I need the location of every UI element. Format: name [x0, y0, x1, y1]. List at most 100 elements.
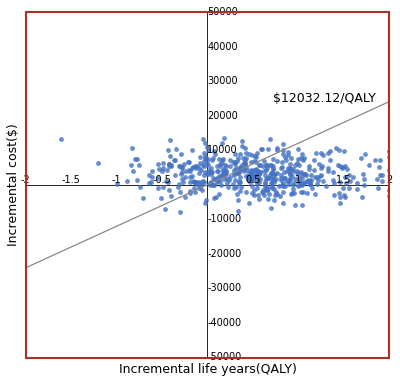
Point	[296, 182, 303, 188]
Point	[280, 180, 286, 186]
Point	[216, 161, 223, 167]
Point	[288, 155, 294, 161]
Point	[245, 176, 252, 182]
Point	[266, 172, 273, 178]
Point	[268, 205, 274, 211]
Point	[284, 178, 290, 184]
Point	[307, 181, 314, 187]
Point	[277, 193, 284, 199]
Point	[207, 182, 214, 188]
Point	[269, 166, 276, 172]
Point	[261, 158, 267, 164]
Point	[262, 186, 269, 192]
Point	[289, 186, 296, 192]
Point	[300, 189, 306, 195]
Point	[236, 180, 242, 187]
Point	[386, 193, 392, 199]
Point	[323, 183, 329, 189]
Point	[340, 192, 347, 198]
Point	[296, 175, 302, 181]
Point	[337, 200, 344, 206]
Point	[221, 176, 228, 182]
Point	[268, 185, 275, 191]
Point	[230, 159, 236, 165]
Point	[249, 183, 255, 189]
Point	[312, 191, 318, 197]
Point	[258, 146, 264, 152]
Point	[216, 191, 222, 197]
Point	[257, 175, 263, 182]
Point	[325, 164, 331, 170]
Point	[280, 147, 286, 153]
Point	[178, 151, 184, 157]
Point	[307, 172, 314, 178]
Point	[238, 184, 244, 190]
Point	[130, 168, 136, 174]
Point	[192, 163, 198, 169]
Point	[166, 164, 172, 170]
Point	[160, 160, 166, 166]
Text: 20000: 20000	[208, 111, 238, 121]
Point	[251, 174, 258, 180]
Point	[236, 166, 242, 172]
Point	[182, 194, 188, 200]
Point	[235, 208, 242, 214]
Point	[280, 169, 287, 175]
Point	[262, 181, 268, 187]
Point	[218, 182, 224, 188]
Text: 10000: 10000	[208, 145, 238, 155]
Point	[222, 167, 229, 173]
Point	[306, 167, 313, 173]
Text: 2: 2	[386, 175, 392, 185]
Point	[312, 150, 319, 156]
Point	[192, 179, 198, 185]
Point	[233, 165, 239, 171]
Point	[295, 156, 301, 162]
Point	[263, 167, 269, 173]
Point	[257, 162, 263, 169]
Point	[262, 172, 268, 178]
Point	[360, 171, 366, 177]
Point	[172, 172, 178, 178]
Point	[195, 185, 202, 192]
Point	[254, 171, 260, 177]
Point	[222, 163, 229, 169]
Point	[376, 157, 383, 163]
Point	[212, 176, 218, 182]
Point	[259, 188, 265, 195]
Point	[202, 169, 208, 175]
Point	[237, 167, 243, 173]
Point	[290, 166, 297, 172]
Point	[278, 172, 284, 178]
Point	[254, 150, 260, 156]
Point	[237, 174, 243, 180]
Point	[248, 159, 254, 165]
Point	[227, 173, 233, 180]
Point	[260, 187, 266, 193]
Point	[243, 150, 250, 156]
Point	[288, 191, 294, 197]
Point	[303, 172, 309, 178]
Point	[202, 152, 209, 159]
Point	[223, 169, 230, 175]
Point	[179, 176, 185, 182]
Point	[354, 185, 360, 192]
Point	[246, 177, 252, 183]
Point	[220, 168, 226, 174]
Point	[134, 177, 140, 183]
Point	[280, 141, 286, 147]
Point	[317, 165, 324, 171]
Point	[146, 172, 152, 178]
Point	[188, 146, 195, 152]
Point	[194, 181, 200, 187]
Point	[234, 158, 240, 164]
Point	[256, 170, 262, 177]
Point	[271, 186, 277, 192]
Point	[267, 175, 274, 181]
Point	[114, 181, 120, 187]
Point	[262, 183, 268, 189]
Point	[358, 155, 364, 161]
Point	[283, 157, 289, 163]
Text: 1.5: 1.5	[336, 175, 352, 185]
Point	[192, 188, 198, 195]
